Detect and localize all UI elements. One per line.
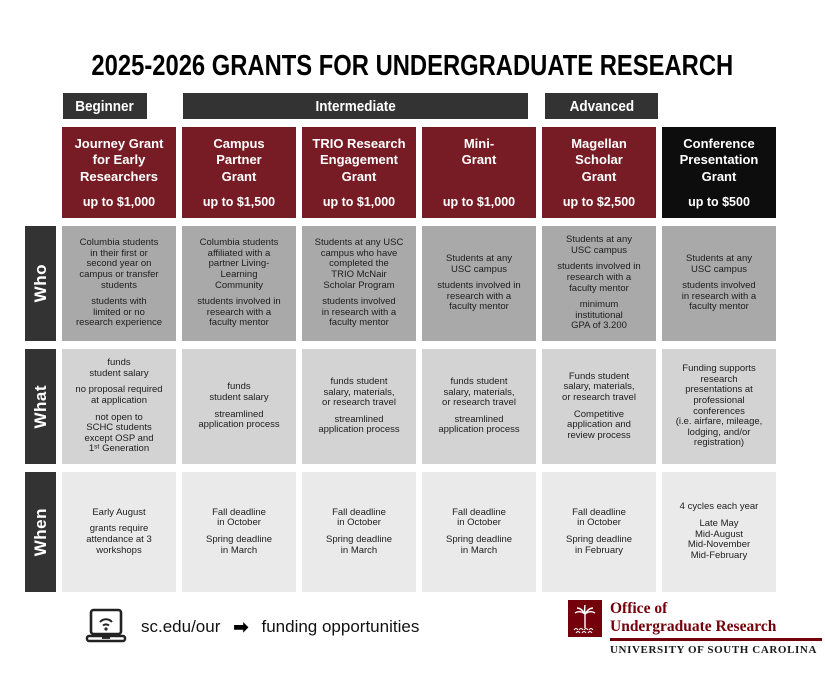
- grant-amount: up to $1,500: [202, 195, 276, 209]
- footer-link: sc.edu/our ➡ funding opportunities: [84, 604, 419, 650]
- cell-when-mini: Fall deadline in October Spring deadline …: [422, 472, 536, 592]
- grant-header-magellan: Magellan Scholar Grant up to $2,500: [542, 127, 656, 218]
- palmetto-tree-icon: [568, 600, 602, 637]
- grant-header-mini: Mini- Grant up to $1,000: [422, 127, 536, 218]
- cell-when-trio: Fall deadline in October Spring deadline …: [302, 472, 416, 592]
- logo-undergraduate-research: Undergraduate Research: [610, 617, 777, 635]
- grant-header-campus-partner: Campus Partner Grant up to $1,500: [182, 127, 296, 218]
- logo-divider: [610, 638, 822, 641]
- usc-our-logo: Office of Undergraduate Research UNIVERS…: [568, 600, 822, 656]
- grant-amount: up to $1,000: [82, 195, 156, 209]
- cell-who-magellan: Students at any USC campus students invol…: [542, 226, 656, 341]
- grant-amount: up to $1,000: [322, 195, 396, 209]
- row-label-text: Who: [31, 264, 50, 303]
- grant-name: Mini- Grant: [461, 136, 497, 168]
- cell-who-conference: Students at any USC campus students invol…: [662, 226, 776, 341]
- category-bar-beginner: Beginner: [63, 93, 147, 119]
- grant-amount: up to $1,000: [442, 195, 516, 209]
- row-label-text: When: [31, 507, 50, 557]
- grant-amount: up to $2,500: [562, 195, 636, 209]
- logo-university-name: UNIVERSITY OF SOUTH CAROLINA: [610, 643, 817, 656]
- footer-url[interactable]: sc.edu/our: [141, 617, 221, 636]
- cell-what-campus-partner: funds student salary streamlined applicat…: [182, 349, 296, 464]
- cell-who-journey: Columbia students in their first or seco…: [62, 226, 176, 341]
- grant-name: TRIO Research Engagement Grant: [312, 136, 406, 184]
- cell-who-trio: Students at any USC campus who have comp…: [302, 226, 416, 341]
- page-title-text: 2025-2026 GRANTS FOR UNDERGRADUATE RESEA…: [91, 50, 734, 82]
- grant-header-journey: Journey Grant for Early Researchers up t…: [62, 127, 176, 218]
- grants-table: Journey Grant for Early Researchers up t…: [25, 127, 776, 592]
- grant-header-conference: Conference Presentation Grant up to $500: [662, 127, 776, 218]
- laptop-icon: [84, 606, 128, 648]
- page-title: 2025-2026 GRANTS FOR UNDERGRADUATE RESEA…: [0, 46, 825, 83]
- cell-when-journey: Early August grants require attendance at…: [62, 472, 176, 592]
- cell-who-mini: Students at any USC campus students invol…: [422, 226, 536, 341]
- cell-who-campus-partner: Columbia students affiliated with a part…: [182, 226, 296, 341]
- cell-when-magellan: Fall deadline in October Spring deadline …: [542, 472, 656, 592]
- category-bar-intermediate: Intermediate: [183, 93, 528, 119]
- cell-what-magellan: Funds student salary, materials, or rese…: [542, 349, 656, 464]
- logo-text-block: Office of Undergraduate Research UNIVERS…: [610, 600, 822, 656]
- cell-when-conference: 4 cycles each year Late May Mid-August Mi…: [662, 472, 776, 592]
- grant-name: Journey Grant for Early Researchers: [74, 136, 164, 184]
- arrow-right-icon: ➡: [233, 616, 249, 637]
- row-label-text: What: [31, 384, 50, 429]
- row-label-when: When: [25, 472, 56, 592]
- category-label: Intermediate: [315, 97, 396, 115]
- cell-what-journey: funds student salary no proposal required…: [62, 349, 176, 464]
- grant-amount: up to $500: [688, 195, 750, 209]
- logo-office-of: Office of: [610, 600, 668, 617]
- footer-link-text: funding opportunities: [261, 617, 420, 636]
- row-label-who: Who: [25, 226, 56, 341]
- cell-what-trio: funds student salary, materials, or rese…: [302, 349, 416, 464]
- row-label-what: What: [25, 349, 56, 464]
- cell-when-campus-partner: Fall deadline in October Spring deadline …: [182, 472, 296, 592]
- table-corner-spacer: [25, 127, 56, 218]
- category-label: Advanced: [569, 97, 634, 115]
- category-label: Beginner: [75, 97, 135, 115]
- grant-name: Campus Partner Grant: [213, 136, 265, 184]
- grant-name: Magellan Scholar Grant: [571, 136, 627, 184]
- cell-what-mini: funds student salary, materials, or rese…: [422, 349, 536, 464]
- category-bar-advanced: Advanced: [545, 93, 658, 119]
- grant-name: Conference Presentation Grant: [679, 136, 759, 184]
- cell-what-conference: Funding supports research presentations …: [662, 349, 776, 464]
- grant-header-trio: TRIO Research Engagement Grant up to $1,…: [302, 127, 416, 218]
